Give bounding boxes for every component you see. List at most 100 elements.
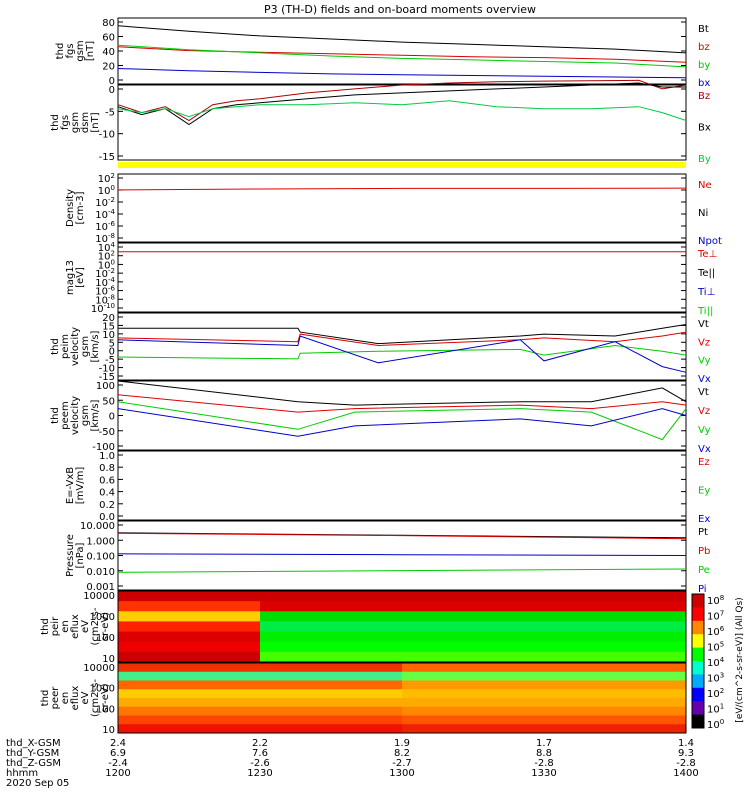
panel-ylabel-line: gsm xyxy=(80,336,91,357)
ytick-label: 0 xyxy=(109,85,115,96)
heatmap-cell xyxy=(402,706,686,716)
panel-e-field: E=-VxB [mV/m] 1.00.80.6 0.40.20.0 Ez Ey Ex xyxy=(65,450,710,525)
panel-ylabel-line: thd xyxy=(50,338,61,355)
ytick-label: -10 xyxy=(99,364,115,375)
legend-Te⊥: Te⊥ xyxy=(697,249,717,260)
panel-ylabel-line: sr-eV) xyxy=(100,683,111,712)
heatmap-cell xyxy=(260,651,686,663)
heatmap-cell xyxy=(118,689,402,699)
footer-value: 8.8 xyxy=(536,748,552,759)
panel-fgs-gsm: thd fgs gsm [nT] 80 60 40 20 0 Bt bz by bx xyxy=(55,17,710,89)
series-bx xyxy=(117,68,687,79)
legend-Pt: Pt xyxy=(698,527,708,538)
legend-By: By xyxy=(698,154,711,165)
legend-bz: bz xyxy=(698,42,710,53)
panel-ylabel-line: peer xyxy=(50,686,61,710)
heatmap-cell xyxy=(118,601,260,612)
ytick-label: 0 xyxy=(109,347,115,358)
legend-Ti⊥: Ti⊥ xyxy=(697,287,715,298)
ytick-label: 0.4 xyxy=(99,488,115,499)
footer-value: -2.6 xyxy=(250,758,270,769)
ytick-label: 100 xyxy=(96,381,115,392)
ytick-label: 1000 xyxy=(90,612,115,623)
legend-Ez: Ez xyxy=(698,457,710,468)
panel-frame xyxy=(117,173,687,243)
quality-flag-bar xyxy=(118,162,686,168)
panel-peim-velocity: thd peim velocity gsm [km/s]20151050-5-10-15… xyxy=(50,312,711,385)
legend-Ex: Ex xyxy=(698,514,710,525)
heatmap-cell xyxy=(118,698,402,708)
panel-ylabel-line: thd xyxy=(55,43,66,60)
series-Vy xyxy=(117,401,687,441)
panel-frame xyxy=(117,450,687,521)
ytick-label: 5 xyxy=(109,338,115,349)
legend-Vy: Vy xyxy=(698,356,711,367)
panel-frame xyxy=(117,84,687,161)
heatmap-cell xyxy=(118,671,402,681)
series-Vt xyxy=(117,380,687,406)
colorbar-tick: 107 xyxy=(707,610,724,623)
ytick-label: 15 xyxy=(102,321,115,332)
panel-ylabel-line: Density xyxy=(65,189,76,227)
legend-bx: bx xyxy=(698,78,710,89)
legend-Ne: Ne xyxy=(698,180,712,191)
ytick-label: -100 xyxy=(92,442,115,453)
panel-ylabel-line: sr-eV) xyxy=(100,612,111,641)
series-Vz xyxy=(117,394,687,413)
series-Bt xyxy=(117,25,687,54)
footer-value: 8.2 xyxy=(394,748,410,759)
panel-ylabel-line: velocity xyxy=(70,327,81,366)
series-Vz xyxy=(117,331,687,347)
colorbar-tick: 100 xyxy=(707,718,724,731)
footer-value: 1300 xyxy=(389,768,414,779)
series-Pe xyxy=(117,568,687,573)
ytick-label: 10000 xyxy=(83,591,115,602)
heatmap-cell xyxy=(402,724,686,734)
colorbar-frame xyxy=(691,593,705,729)
legend-Vz: Vz xyxy=(698,337,710,348)
footer-value: 1400 xyxy=(673,768,698,779)
ytick-label: 10000 xyxy=(83,663,115,674)
series-Vt xyxy=(118,324,687,345)
series-Ne xyxy=(117,187,687,191)
series-Vx xyxy=(117,335,687,373)
panel-ylabel-line: [nPa] xyxy=(75,542,86,568)
heatmap-cell xyxy=(118,651,260,663)
footer-value: 1.7 xyxy=(536,738,552,749)
panel-frame xyxy=(117,242,687,313)
colorbar-swatch xyxy=(692,620,704,635)
legend-Vy: Vy xyxy=(698,425,711,436)
ytick-label: -50 xyxy=(99,427,115,438)
panel-frame xyxy=(117,312,687,381)
panel-ylabel-line: thd xyxy=(50,114,61,131)
ytick-label: 0.2 xyxy=(99,500,115,511)
footer-row-label: thd_X-GSM xyxy=(6,738,61,749)
colorbar-tick: 105 xyxy=(707,641,724,654)
ytick-label: 10 xyxy=(102,654,115,665)
panel-ylabel-line: eV xyxy=(80,620,91,633)
colorbar-swatch xyxy=(692,607,704,622)
panel-ylabel-line: mag13 xyxy=(65,260,76,295)
panel-frame xyxy=(117,662,687,734)
footer-value: 1230 xyxy=(247,768,272,779)
heatmap-cell xyxy=(402,671,686,681)
legend-Te||: Te|| xyxy=(697,268,715,279)
legend-Pe: Pe xyxy=(698,565,710,576)
panel-pressure: Pressure [nPa] 10.000 1.000 0.100 0.010 0.001 P… xyxy=(65,520,710,595)
footer-value: -2.4 xyxy=(108,758,128,769)
heatmap-cell xyxy=(118,724,402,734)
ytick-label: 0.010 xyxy=(86,567,115,578)
ytick-label: 100 xyxy=(96,633,115,644)
colorbar-tick: 101 xyxy=(707,703,724,716)
footer-value: 7.6 xyxy=(252,748,268,759)
footer-value: 2.2 xyxy=(252,738,268,749)
heatmap-cell xyxy=(118,706,402,716)
colorbar-tick: 108 xyxy=(707,594,724,607)
ytick-label: -10 xyxy=(99,130,115,141)
heatmap-cell xyxy=(402,698,686,708)
heatmap-cell xyxy=(118,641,260,653)
footer-value: 9.3 xyxy=(678,748,694,759)
panel-ylabel-line: fgs xyxy=(65,43,76,58)
footer-date: 2020 Sep 05 xyxy=(6,778,69,789)
panel-peir: thd peir en eflux eV (cm2-s-sr-eV) 10000 1000 10… xyxy=(40,590,687,665)
